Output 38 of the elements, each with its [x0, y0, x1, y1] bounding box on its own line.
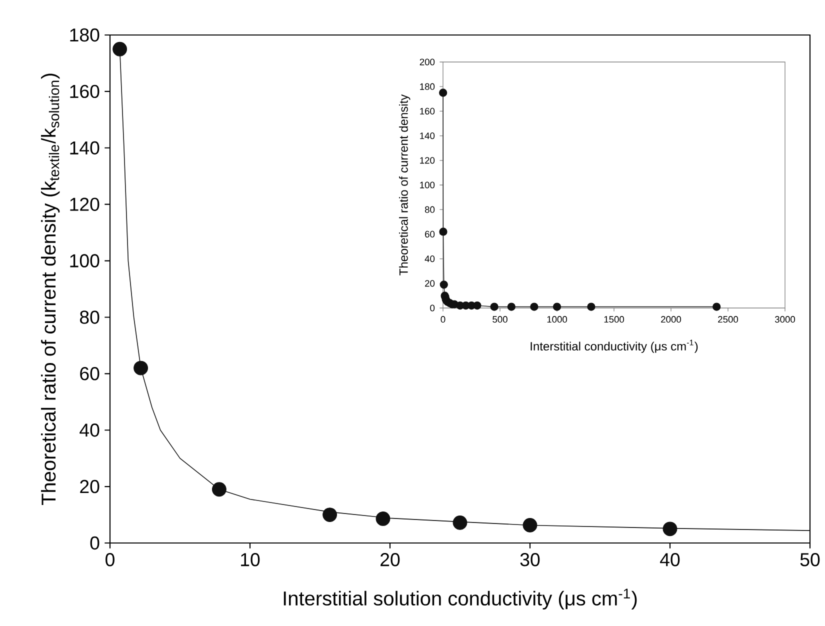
x-tick-label: 1000 [547, 316, 568, 323]
y-tick-label: 140 [420, 132, 435, 140]
x-axis-title: Interstitial conductivity (μs cm$^{-1}$) [530, 340, 698, 353]
x-tick-label: 500 [492, 316, 508, 323]
y-tick-label: 140 [70, 141, 100, 155]
y-axis-title: Theoretical ratio of current density (k$_{textile}$/k$_{solution}$) [41, 74, 60, 506]
y-tick-label: 100 [420, 182, 435, 188]
x-tick-label: 30 [520, 553, 540, 566]
y-tick-label: 180 [70, 28, 100, 42]
x-tick-label: 2000 [661, 316, 682, 323]
y-tick-label: 20 [80, 480, 100, 494]
y-tick-label: 120 [420, 157, 435, 164]
y-tick-label: 40 [424, 256, 435, 262]
y-tick-label: 80 [424, 206, 435, 213]
x-axis-title: Interstitial solution conductivity (μs cm$^{-1}$) [284, 588, 637, 610]
y-tick-label: 100 [70, 254, 100, 268]
y-tick-label: 160 [420, 108, 435, 114]
x-tick-label: 0 [106, 553, 114, 566]
x-tick-label: 0 [440, 316, 446, 323]
y-tick-label: 0 [90, 536, 100, 550]
x-tick-label: 20 [380, 553, 400, 566]
y-axis-title: Theoretical ratio of current density [399, 94, 410, 276]
y-tick-label: 80 [80, 310, 100, 324]
x-tick-label: 3000 [774, 316, 796, 323]
x-tick-label: 2500 [718, 316, 738, 323]
y-tick-label: 160 [70, 84, 100, 98]
y-tick-label: 60 [80, 367, 100, 380]
y-tick-label: 40 [80, 423, 100, 437]
y-tick-label: 180 [420, 83, 435, 90]
y-tick-label: 120 [70, 198, 100, 211]
y-tick-label: 20 [425, 280, 435, 287]
y-tick-label: 0 [430, 304, 435, 312]
x-tick-label: 40 [660, 553, 680, 566]
x-tick-label: 50 [800, 553, 820, 566]
y-tick-label: 60 [425, 230, 435, 238]
y-tick-label: 200 [420, 58, 435, 66]
x-tick-label: 1500 [604, 316, 624, 323]
x-tick-label: 10 [241, 553, 260, 566]
